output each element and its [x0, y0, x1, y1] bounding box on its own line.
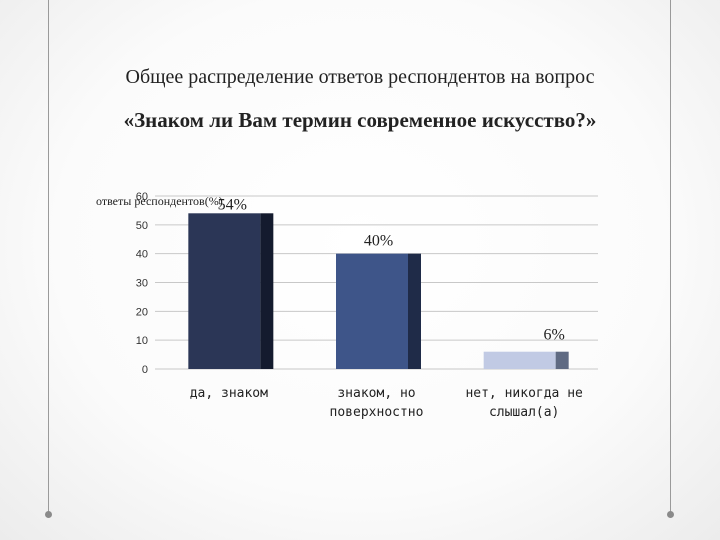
bar: [483, 351, 556, 369]
y-tick-label: 50: [136, 220, 148, 232]
y-tick-label: 20: [136, 306, 148, 318]
category-label: поверхностно: [330, 405, 424, 420]
data-labels: 54% 40% 6%: [218, 196, 565, 343]
bar-side: [260, 213, 274, 369]
category-label: да, знаком: [190, 386, 268, 401]
data-label: 54%: [218, 196, 247, 213]
category-label: нет, никогда не: [465, 386, 583, 401]
bar-side: [408, 253, 421, 369]
y-tick-label: 0: [142, 364, 148, 376]
data-label: 40%: [364, 233, 393, 250]
slide-frame: [45, 0, 674, 540]
data-label: 6%: [544, 327, 565, 344]
category-label: знаком, но: [337, 386, 415, 401]
y-tick-label: 60: [136, 191, 148, 203]
bar: [188, 213, 261, 369]
y-tick-labels: 0 10 20 30 40 50 60: [136, 191, 148, 376]
slide-title-line1: Общее распределение ответов респондентов…: [125, 66, 595, 88]
y-tick-label: 10: [136, 335, 148, 347]
frame-left-line: [48, 0, 49, 514]
frame-right-line: [670, 0, 671, 514]
bars: [188, 213, 569, 369]
slide-title-line2: «Знаком ли Вам термин современное искусс…: [123, 108, 597, 132]
bar: [336, 253, 408, 369]
frame-left-dot: [45, 511, 52, 518]
y-tick-label: 40: [136, 249, 148, 261]
category-label: слышал(а): [489, 405, 559, 420]
category-labels: да, знаком знаком, но поверхностно нет, ник…: [190, 386, 583, 420]
y-tick-label: 30: [136, 278, 148, 290]
frame-right-dot: [667, 511, 674, 518]
bar-side: [555, 351, 569, 369]
y-axis-label: ответы респондентов(%): [96, 194, 223, 208]
